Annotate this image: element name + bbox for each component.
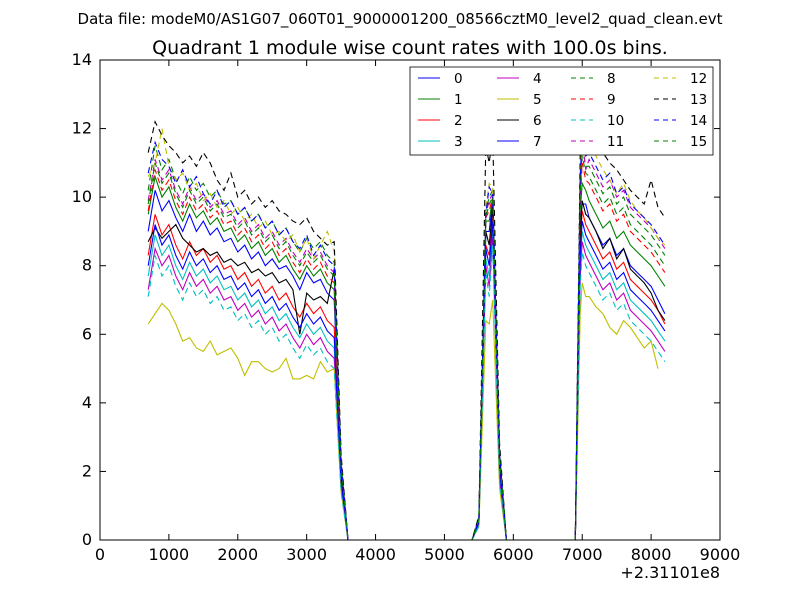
legend-label: 0 [454,71,463,87]
legend-label: 8 [607,71,616,87]
legend-label: 9 [607,92,616,108]
legend-label: 6 [533,113,542,129]
series-line-3 [147,231,666,541]
legend-item-12: 12 [654,71,707,87]
x-tick-label: 1000 [149,545,190,564]
legend-item-6: 6 [497,113,542,129]
y-tick-label: 8 [82,256,92,275]
legend-item-2: 2 [418,113,463,129]
legend-item-14: 14 [654,113,707,129]
legend-item-11: 11 [571,134,624,150]
legend-item-8: 8 [571,71,616,87]
x-tick-label: 3000 [286,545,327,564]
series-layer [147,120,666,541]
legend-label: 1 [454,92,463,108]
series-line-6 [147,200,666,541]
legend-label: 12 [690,71,707,87]
y-tick-label: 10 [72,187,92,206]
legend-item-4: 4 [497,71,542,87]
x-tick-label: 0 [95,545,105,564]
series-line-0 [147,190,666,541]
y-tick-label: 0 [82,530,92,549]
series-line-4 [147,238,666,541]
y-tick-label: 4 [82,393,92,412]
legend-label: 3 [454,134,463,150]
legend-item-1: 1 [418,92,463,108]
x-tick-label: 2000 [217,545,258,564]
legend-item-7: 7 [497,134,542,150]
x-tick-label: 7000 [562,545,603,564]
legend-item-13: 13 [654,92,707,108]
legend-label: 11 [607,134,624,150]
legend-label: 7 [533,134,542,150]
legend-label: 4 [533,71,542,87]
x-tick-label: 9000 [700,545,741,564]
y-tick-label: 12 [72,119,92,138]
y-tick-label: 14 [72,50,92,69]
plot-frame [99,59,721,541]
series-line-11 [147,138,666,541]
y-tick-label: 2 [82,461,92,480]
series-line-9 [147,162,666,541]
legend-label: 14 [690,113,707,129]
x-tick-label: 8000 [631,545,672,564]
series-line-15 [147,155,666,541]
legend-item-0: 0 [418,71,463,87]
y-tick-label: 6 [82,324,92,343]
legend-label: 5 [533,92,542,108]
ticks-layer: 0 1000 2000 3000 4000 5000 6000 7000 8000 9000 0 2 4… [72,50,741,564]
legend-label: 10 [607,113,624,129]
series-line-1 [147,174,666,541]
series-line-2 [147,210,666,541]
series-line-7 [147,220,666,541]
series-line-13 [147,120,666,541]
legend-label: 2 [454,113,463,129]
legend-item-3: 3 [418,134,463,150]
series-line-8 [147,145,666,541]
series-line-12 [147,128,666,541]
legend-item-5: 5 [497,92,542,108]
series-line-5 [147,282,659,541]
x-offset-label: +2.31101e8 [620,563,720,582]
x-tick-label: 4000 [355,545,396,564]
legend-item-15: 15 [654,134,707,150]
x-tick-label: 6000 [493,545,534,564]
x-tick-label: 5000 [424,545,465,564]
chart-title: Quadrant 1 module wise count rates with … [152,37,668,59]
legend-item-10: 10 [571,113,624,129]
legend-label: 13 [690,92,707,108]
suptitle: Data file: modeM0/AS1G07_060T01_90000012… [78,10,723,29]
legend-label: 15 [690,134,707,150]
legend-item-9: 9 [571,92,616,108]
legend-frame [409,66,714,156]
